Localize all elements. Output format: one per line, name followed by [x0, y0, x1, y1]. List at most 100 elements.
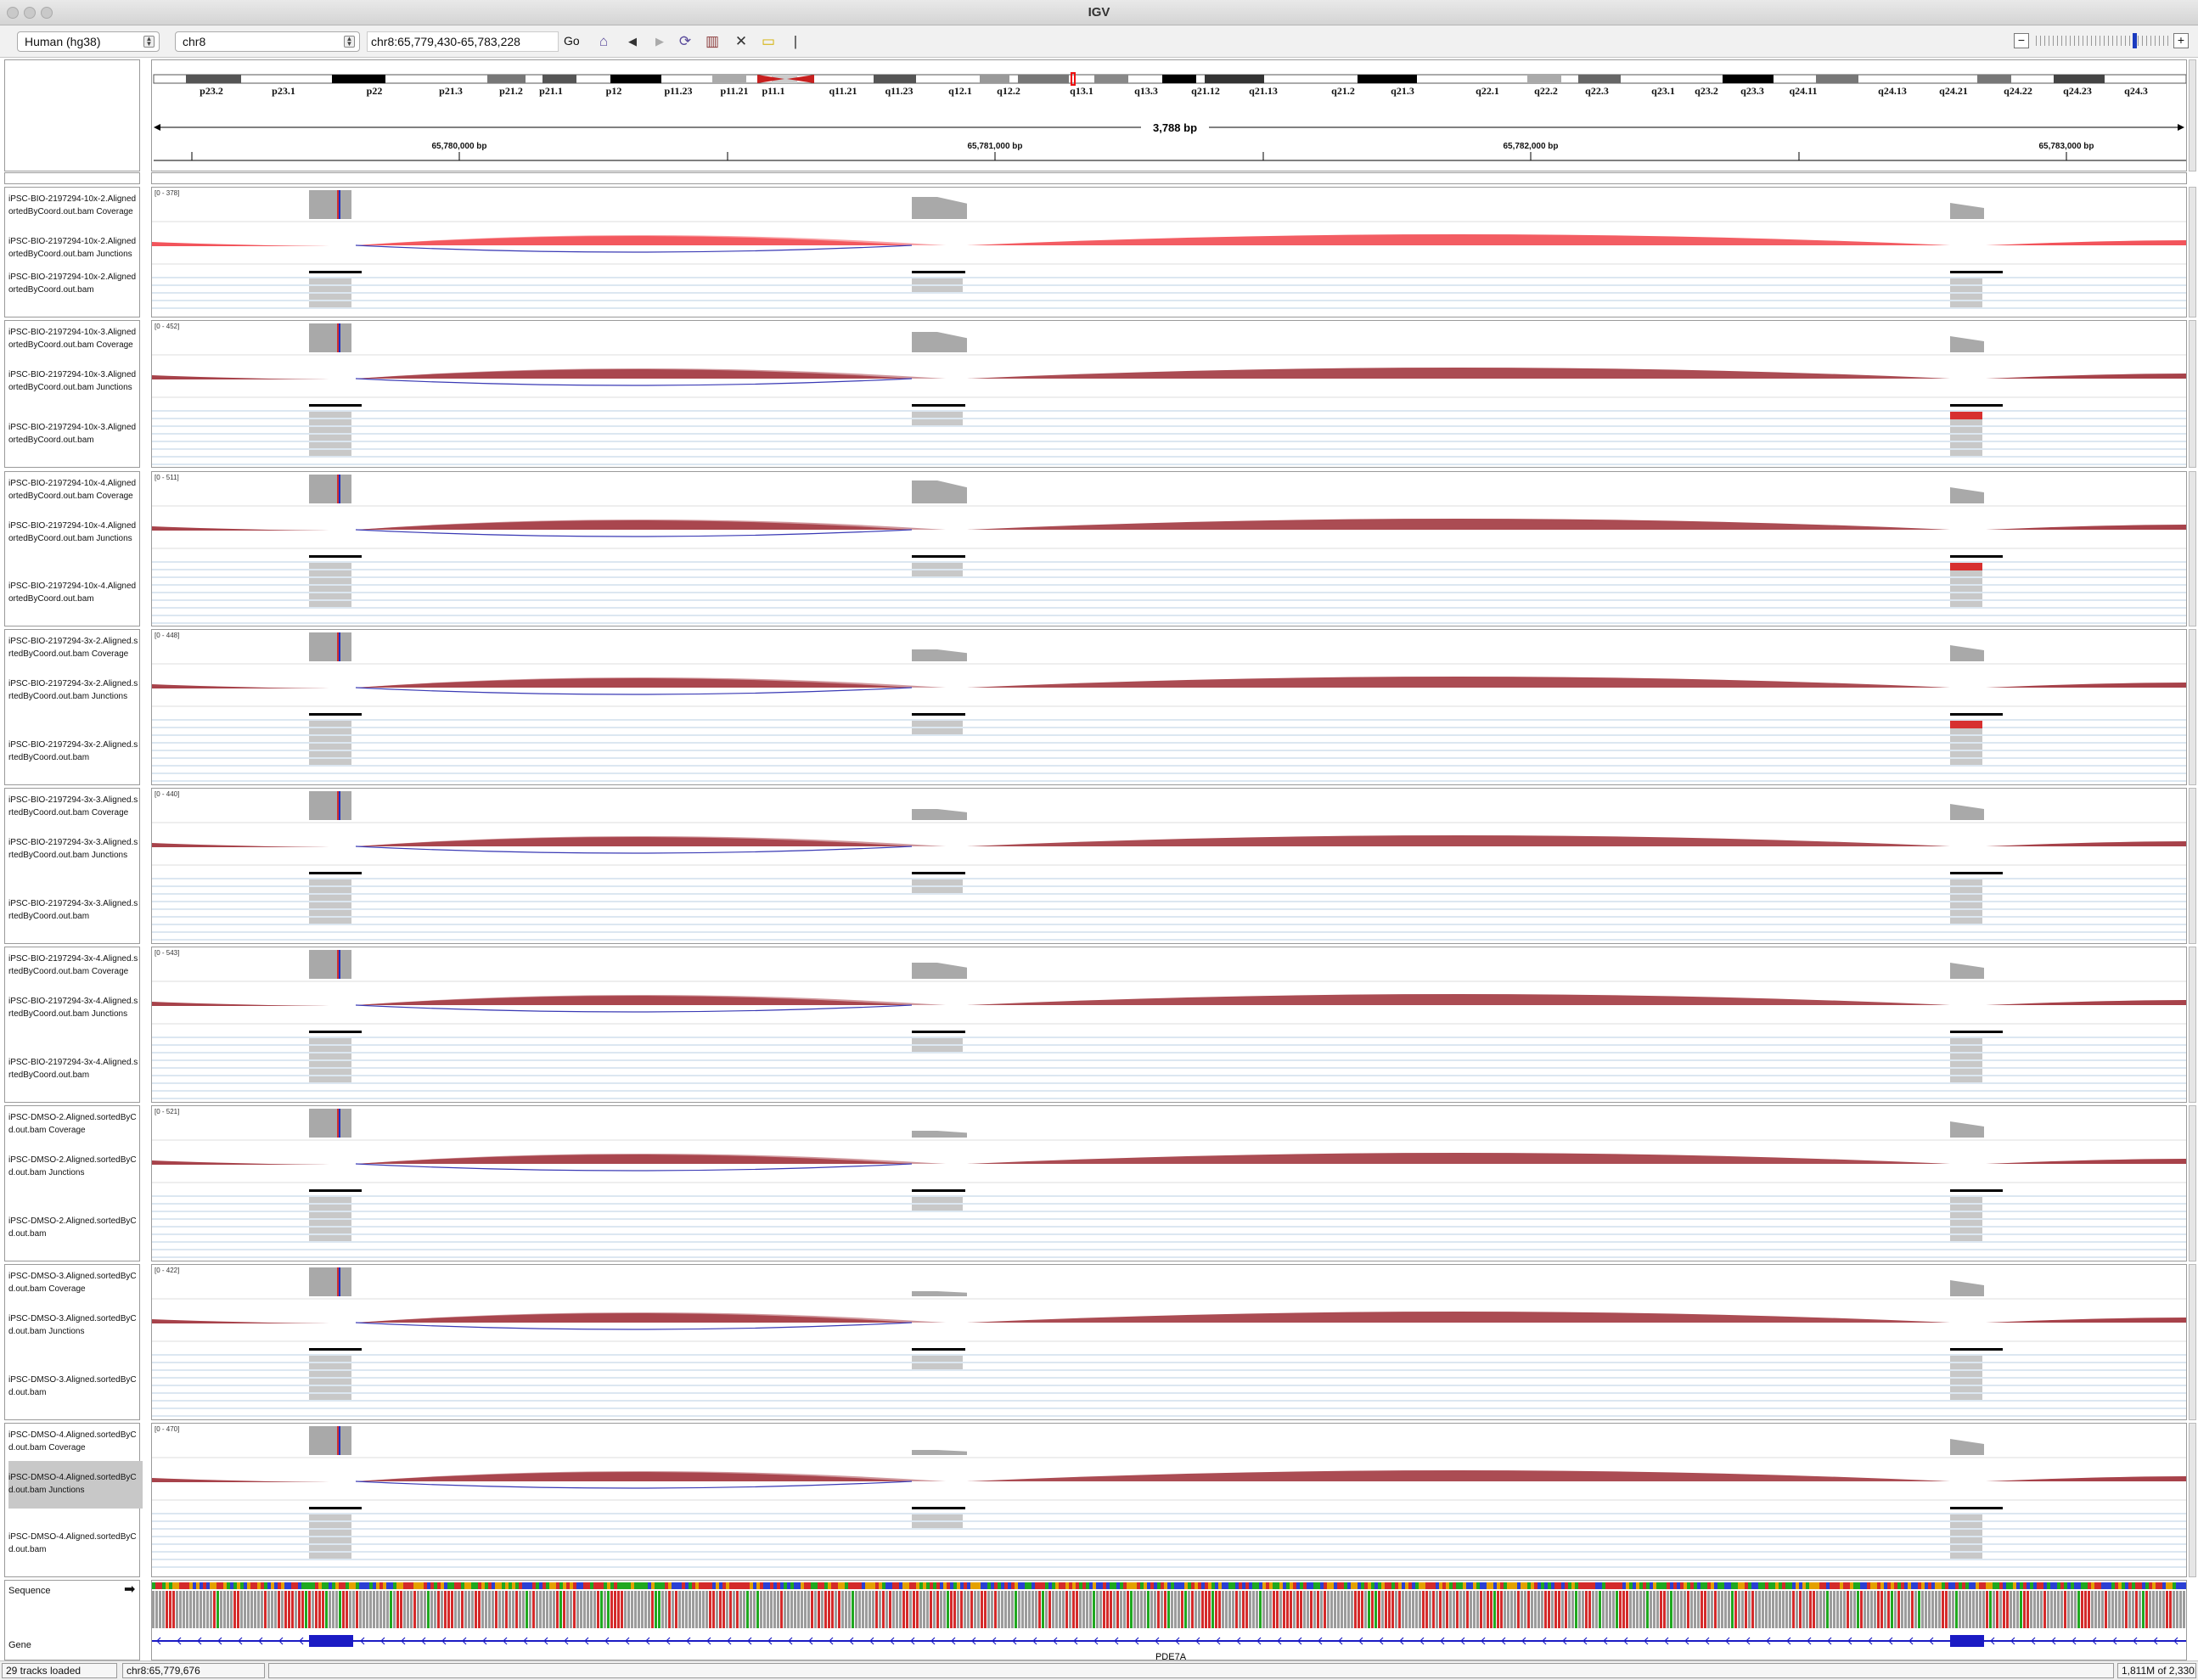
- coverage-track-label[interactable]: iPSC-DMSO-3.Aligned.sortedByC d.out.bam …: [8, 1272, 137, 1294]
- sequence-base-bar: [162, 1591, 165, 1628]
- junctions-track-label[interactable]: iPSC-BIO-2197294-3x-2.Aligned.s rtedByCo…: [8, 679, 138, 701]
- sequence-base: [1887, 1582, 1891, 1589]
- sample-scrollbar[interactable]: [2189, 471, 2196, 626]
- sample-tracks-svg[interactable]: [152, 1265, 2187, 1420]
- sequence-base: [1717, 1582, 1721, 1589]
- current-locus-marker[interactable]: [1071, 72, 1076, 86]
- home-icon[interactable]: ⌂: [599, 33, 609, 49]
- junctions-track-label[interactable]: iPSC-DMSO-4.Aligned.sortedByC d.out.bam …: [8, 1461, 143, 1509]
- sequence-base: [583, 1582, 587, 1589]
- junctions-track-label[interactable]: iPSC-BIO-2197294-3x-3.Aligned.s rtedByCo…: [8, 838, 138, 860]
- sample-tracks-svg[interactable]: [152, 1424, 2187, 1577]
- sample-tracks-svg[interactable]: [152, 947, 2187, 1103]
- sample-scrollbar[interactable]: [2189, 1105, 2196, 1261]
- alignment-track-label[interactable]: iPSC-BIO-2197294-10x-3.Aligned ortedByCo…: [8, 423, 137, 445]
- coverage-track-label[interactable]: iPSC-BIO-2197294-3x-4.Aligned.s rtedByCo…: [8, 954, 138, 976]
- sequence-base: [1806, 1582, 1809, 1589]
- gene-track-label[interactable]: Gene: [8, 1640, 31, 1650]
- junctions-track-label[interactable]: iPSC-BIO-2197294-10x-4.Aligned ortedByCo…: [8, 521, 137, 543]
- sample-tracks-svg[interactable]: [152, 188, 2187, 317]
- strand-chevron-icon: [1521, 1637, 1526, 1645]
- resize-to-window-icon[interactable]: ▥: [705, 33, 720, 49]
- sequence-base-bar: [407, 1591, 409, 1628]
- coverage-range-label: [0 - 440]: [155, 790, 180, 798]
- close-window-button[interactable]: [7, 7, 19, 19]
- locus-input[interactable]: chr8:65,779,430-65,783,228: [367, 31, 559, 52]
- read-stack-top: [912, 713, 965, 716]
- sequence-base-bar: [468, 1591, 470, 1628]
- sequence-base: [1918, 1582, 1921, 1589]
- sample-tracks-svg[interactable]: [152, 630, 2187, 785]
- sequence-base-bar: [346, 1591, 348, 1628]
- junctions-track-label[interactable]: iPSC-DMSO-3.Aligned.sortedByC d.out.bam …: [8, 1314, 137, 1336]
- sample-scrollbar[interactable]: [2189, 187, 2196, 317]
- coverage-track-label[interactable]: iPSC-BIO-2197294-10x-2.Aligned ortedByCo…: [8, 194, 137, 216]
- sample-scrollbar[interactable]: [2189, 320, 2196, 468]
- sequence-base-bar: [186, 1591, 188, 1628]
- sequence-base: [1028, 1582, 1032, 1589]
- aligned-read: [912, 721, 963, 727]
- zoom-out-button[interactable]: −: [2014, 33, 2029, 48]
- back-icon[interactable]: ◀: [628, 35, 637, 48]
- junctions-track-label[interactable]: iPSC-BIO-2197294-10x-3.Aligned ortedByCo…: [8, 370, 137, 392]
- select-region-icon[interactable]: ✕: [734, 33, 748, 49]
- sample-name-panel: iPSC-BIO-2197294-10x-2.Aligned ortedByCo…: [4, 187, 140, 317]
- sample-scrollbar[interactable]: [2189, 1264, 2196, 1420]
- junctions-track-label[interactable]: iPSC-DMSO-2.Aligned.sortedByC d.out.bam …: [8, 1155, 137, 1177]
- junction-arc-reverse: [355, 1163, 913, 1172]
- sequence-base: [739, 1582, 743, 1589]
- coverage-track-label[interactable]: iPSC-BIO-2197294-10x-4.Aligned ortedByCo…: [8, 479, 137, 501]
- zoom-in-button[interactable]: +: [2173, 33, 2189, 48]
- aligned-read: [1950, 1046, 1982, 1052]
- zoom-window-button[interactable]: [41, 7, 53, 19]
- sample-scrollbar[interactable]: [2189, 1423, 2196, 1577]
- sample-tracks-svg[interactable]: [152, 321, 2187, 468]
- strand-chevron-icon: [401, 1637, 406, 1645]
- junctions-track-label[interactable]: iPSC-BIO-2197294-3x-4.Aligned.s rtedByCo…: [8, 997, 138, 1019]
- sequence-base-bar: [1476, 1591, 1479, 1628]
- sample-scrollbar[interactable]: [2189, 788, 2196, 944]
- alignment-track-label[interactable]: iPSC-DMSO-4.Aligned.sortedByC d.out.bam: [8, 1532, 137, 1554]
- ideogram-ruler-svg[interactable]: p23.2 p23.1 p22 p21.3 p21.2 p21.1 p12 p11.23 p11…: [152, 60, 2187, 171]
- alignment-track-label[interactable]: iPSC-BIO-2197294-3x-4.Aligned.s rtedByCo…: [8, 1058, 138, 1080]
- header-scrollbar[interactable]: [2189, 59, 2196, 171]
- strand-arrow-icon[interactable]: ➡: [124, 1582, 136, 1597]
- alignment-track-label[interactable]: iPSC-BIO-2197294-3x-3.Aligned.s rtedByCo…: [8, 899, 138, 921]
- genome-select[interactable]: Human (hg38) ▲ ▼: [17, 31, 160, 52]
- alignment-track-label[interactable]: iPSC-BIO-2197294-10x-2.Aligned ortedByCo…: [8, 273, 137, 295]
- alignment-track-label[interactable]: iPSC-BIO-2197294-3x-2.Aligned.s rtedByCo…: [8, 740, 138, 762]
- sample-tracks-svg[interactable]: [152, 472, 2187, 626]
- sequence-base-bar: [2057, 1591, 2060, 1628]
- alignment-track-label[interactable]: iPSC-DMSO-2.Aligned.sortedByC d.out.bam: [8, 1216, 137, 1239]
- sample-tracks-svg[interactable]: [152, 789, 2187, 944]
- refresh-icon[interactable]: ⟳: [678, 33, 692, 49]
- zoom-slider-thumb[interactable]: [2133, 33, 2137, 48]
- coverage-track-label[interactable]: iPSC-BIO-2197294-10x-3.Aligned ortedByCo…: [8, 328, 137, 350]
- minimize-window-button[interactable]: [24, 7, 36, 19]
- sequence-base-bar: [1076, 1591, 1078, 1628]
- strand-chevron-icon: [2010, 1637, 2015, 1645]
- go-button[interactable]: Go: [564, 34, 580, 48]
- popup-info-icon[interactable]: ▭: [761, 33, 776, 49]
- sample-scrollbar[interactable]: [2189, 947, 2196, 1103]
- sequence-base-bar: [1605, 1591, 1608, 1628]
- coverage-track-label[interactable]: iPSC-DMSO-4.Aligned.sortedByC d.out.bam …: [8, 1430, 137, 1452]
- sequence-track-label[interactable]: Sequence: [8, 1586, 51, 1596]
- feature-data-panel: PDE7A: [151, 1580, 2187, 1660]
- coverage-track-label[interactable]: iPSC-DMSO-2.Aligned.sortedByC d.out.bam …: [8, 1113, 137, 1135]
- sequence-gene-svg[interactable]: PDE7A: [152, 1581, 2187, 1660]
- zoom-slider[interactable]: [2036, 36, 2172, 46]
- sample-scrollbar[interactable]: [2189, 629, 2196, 785]
- alignment-track-label[interactable]: iPSC-BIO-2197294-10x-4.Aligned ortedByCo…: [8, 582, 137, 604]
- sequence-base-bar: [1592, 1591, 1594, 1628]
- read-stack-top: [912, 1348, 965, 1351]
- sequence-base: [2094, 1582, 2098, 1589]
- coverage-track-label[interactable]: iPSC-BIO-2197294-3x-2.Aligned.s rtedByCo…: [8, 637, 138, 659]
- alignment-track-label[interactable]: iPSC-DMSO-3.Aligned.sortedByC d.out.bam: [8, 1375, 137, 1397]
- coverage-track-label[interactable]: iPSC-BIO-2197294-3x-3.Aligned.s rtedByCo…: [8, 795, 138, 818]
- junctions-track-label[interactable]: iPSC-BIO-2197294-10x-2.Aligned ortedByCo…: [8, 237, 137, 259]
- sample-tracks-svg[interactable]: [152, 1106, 2187, 1261]
- sequence-base: [1388, 1582, 1391, 1589]
- forward-icon[interactable]: ▶: [655, 35, 664, 48]
- chromosome-select[interactable]: chr8 ▲ ▼: [175, 31, 360, 52]
